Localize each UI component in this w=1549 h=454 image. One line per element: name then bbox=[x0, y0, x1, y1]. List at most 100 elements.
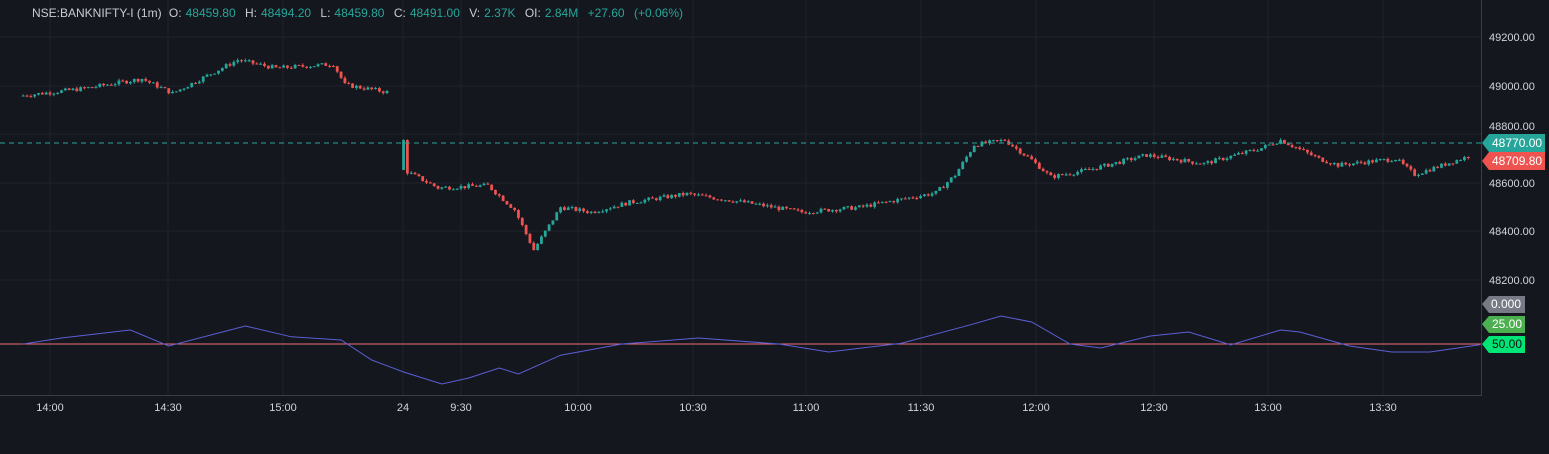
candle-body bbox=[1386, 158, 1390, 162]
candle bbox=[1382, 158, 1386, 161]
candle-body bbox=[769, 205, 773, 208]
candle-body bbox=[700, 194, 704, 196]
candle bbox=[48, 90, 52, 97]
symbol-label[interactable]: NSE:BANKNIFTY-I (1m) bbox=[32, 6, 162, 20]
candle-body bbox=[540, 236, 543, 244]
candle bbox=[186, 86, 190, 89]
candle bbox=[1340, 161, 1344, 167]
candle-body bbox=[1413, 169, 1417, 176]
candle bbox=[102, 83, 106, 87]
candle-body bbox=[1348, 164, 1351, 166]
candle bbox=[155, 81, 159, 89]
candle bbox=[1106, 163, 1110, 167]
candle-body bbox=[643, 199, 647, 203]
candle-body bbox=[1045, 171, 1049, 173]
candle bbox=[1175, 158, 1179, 162]
candle-body bbox=[25, 95, 29, 97]
candle bbox=[52, 92, 56, 97]
candle bbox=[1463, 155, 1466, 162]
candle-body bbox=[712, 197, 716, 200]
candle bbox=[1371, 159, 1374, 164]
candle-body bbox=[377, 88, 381, 92]
candle-body bbox=[236, 60, 240, 63]
candle-body bbox=[689, 192, 693, 194]
candle-body bbox=[362, 88, 366, 90]
candle-body bbox=[1455, 160, 1459, 164]
candle-body bbox=[140, 78, 144, 82]
candle-body bbox=[854, 207, 857, 210]
candle bbox=[159, 85, 163, 89]
candle bbox=[40, 91, 44, 95]
price-axis[interactable]: 49200.00 49000.00 48800.00 48600.00 4840… bbox=[1489, 32, 1535, 287]
candle bbox=[1432, 165, 1436, 172]
candle bbox=[1336, 162, 1340, 169]
candle bbox=[436, 185, 440, 190]
candle bbox=[532, 241, 536, 251]
candle-body bbox=[1240, 153, 1244, 155]
candle-body bbox=[186, 87, 190, 89]
candle-body bbox=[440, 187, 444, 189]
candle bbox=[1229, 155, 1233, 160]
candle bbox=[723, 200, 727, 202]
candle bbox=[113, 82, 117, 87]
candle-body bbox=[739, 200, 742, 202]
close-label: C: bbox=[393, 6, 406, 20]
candle bbox=[1114, 161, 1118, 166]
candle bbox=[815, 211, 819, 215]
candle-body bbox=[278, 67, 282, 69]
candle-body bbox=[566, 207, 570, 210]
candle bbox=[551, 220, 555, 226]
candle bbox=[343, 76, 347, 84]
candle-body bbox=[850, 206, 854, 210]
candle-body bbox=[1145, 154, 1148, 157]
low-value: 48459.80 bbox=[334, 6, 385, 20]
candle bbox=[136, 78, 140, 83]
candle-body bbox=[746, 201, 750, 203]
candle bbox=[1087, 167, 1091, 171]
candle bbox=[540, 235, 543, 245]
candle bbox=[1332, 162, 1336, 166]
candle bbox=[827, 208, 831, 212]
candle bbox=[685, 192, 689, 196]
candle-body bbox=[681, 193, 685, 196]
candle bbox=[1348, 162, 1351, 167]
candle-body bbox=[624, 202, 628, 206]
candle bbox=[1355, 159, 1359, 165]
candle bbox=[1329, 162, 1332, 166]
candle bbox=[846, 205, 850, 209]
candle-body bbox=[1141, 154, 1145, 156]
candle bbox=[501, 194, 505, 202]
candle bbox=[1149, 153, 1152, 159]
candle-body bbox=[174, 91, 178, 93]
candle bbox=[486, 182, 490, 185]
candle bbox=[1191, 161, 1194, 166]
candle-body bbox=[247, 60, 251, 62]
candle bbox=[1240, 151, 1244, 155]
candle bbox=[777, 205, 781, 212]
candle-body bbox=[125, 80, 128, 84]
candle-body bbox=[1340, 162, 1344, 167]
candle-body bbox=[658, 196, 662, 201]
candle bbox=[517, 209, 520, 220]
candle-body bbox=[381, 91, 385, 94]
candle-body bbox=[831, 209, 834, 212]
time-axis[interactable]: 14:00 14:30 15:00 24 9:30 10:00 10:30 11… bbox=[36, 402, 1397, 414]
candle bbox=[563, 205, 566, 211]
open-value: 48459.80 bbox=[185, 6, 236, 20]
candle-body bbox=[578, 208, 582, 211]
candle-body bbox=[1133, 158, 1137, 161]
candle-body bbox=[865, 204, 869, 207]
candle bbox=[1325, 160, 1328, 164]
candle bbox=[79, 86, 83, 92]
candle-body bbox=[1217, 157, 1221, 159]
candle-body bbox=[1083, 169, 1087, 171]
candle-body bbox=[1087, 169, 1091, 171]
candle bbox=[612, 205, 616, 209]
candle bbox=[417, 173, 421, 177]
candle bbox=[1344, 162, 1348, 166]
candle-body bbox=[163, 87, 167, 89]
candle-body bbox=[1367, 160, 1371, 165]
candle bbox=[1397, 158, 1401, 162]
candle bbox=[1428, 168, 1432, 173]
